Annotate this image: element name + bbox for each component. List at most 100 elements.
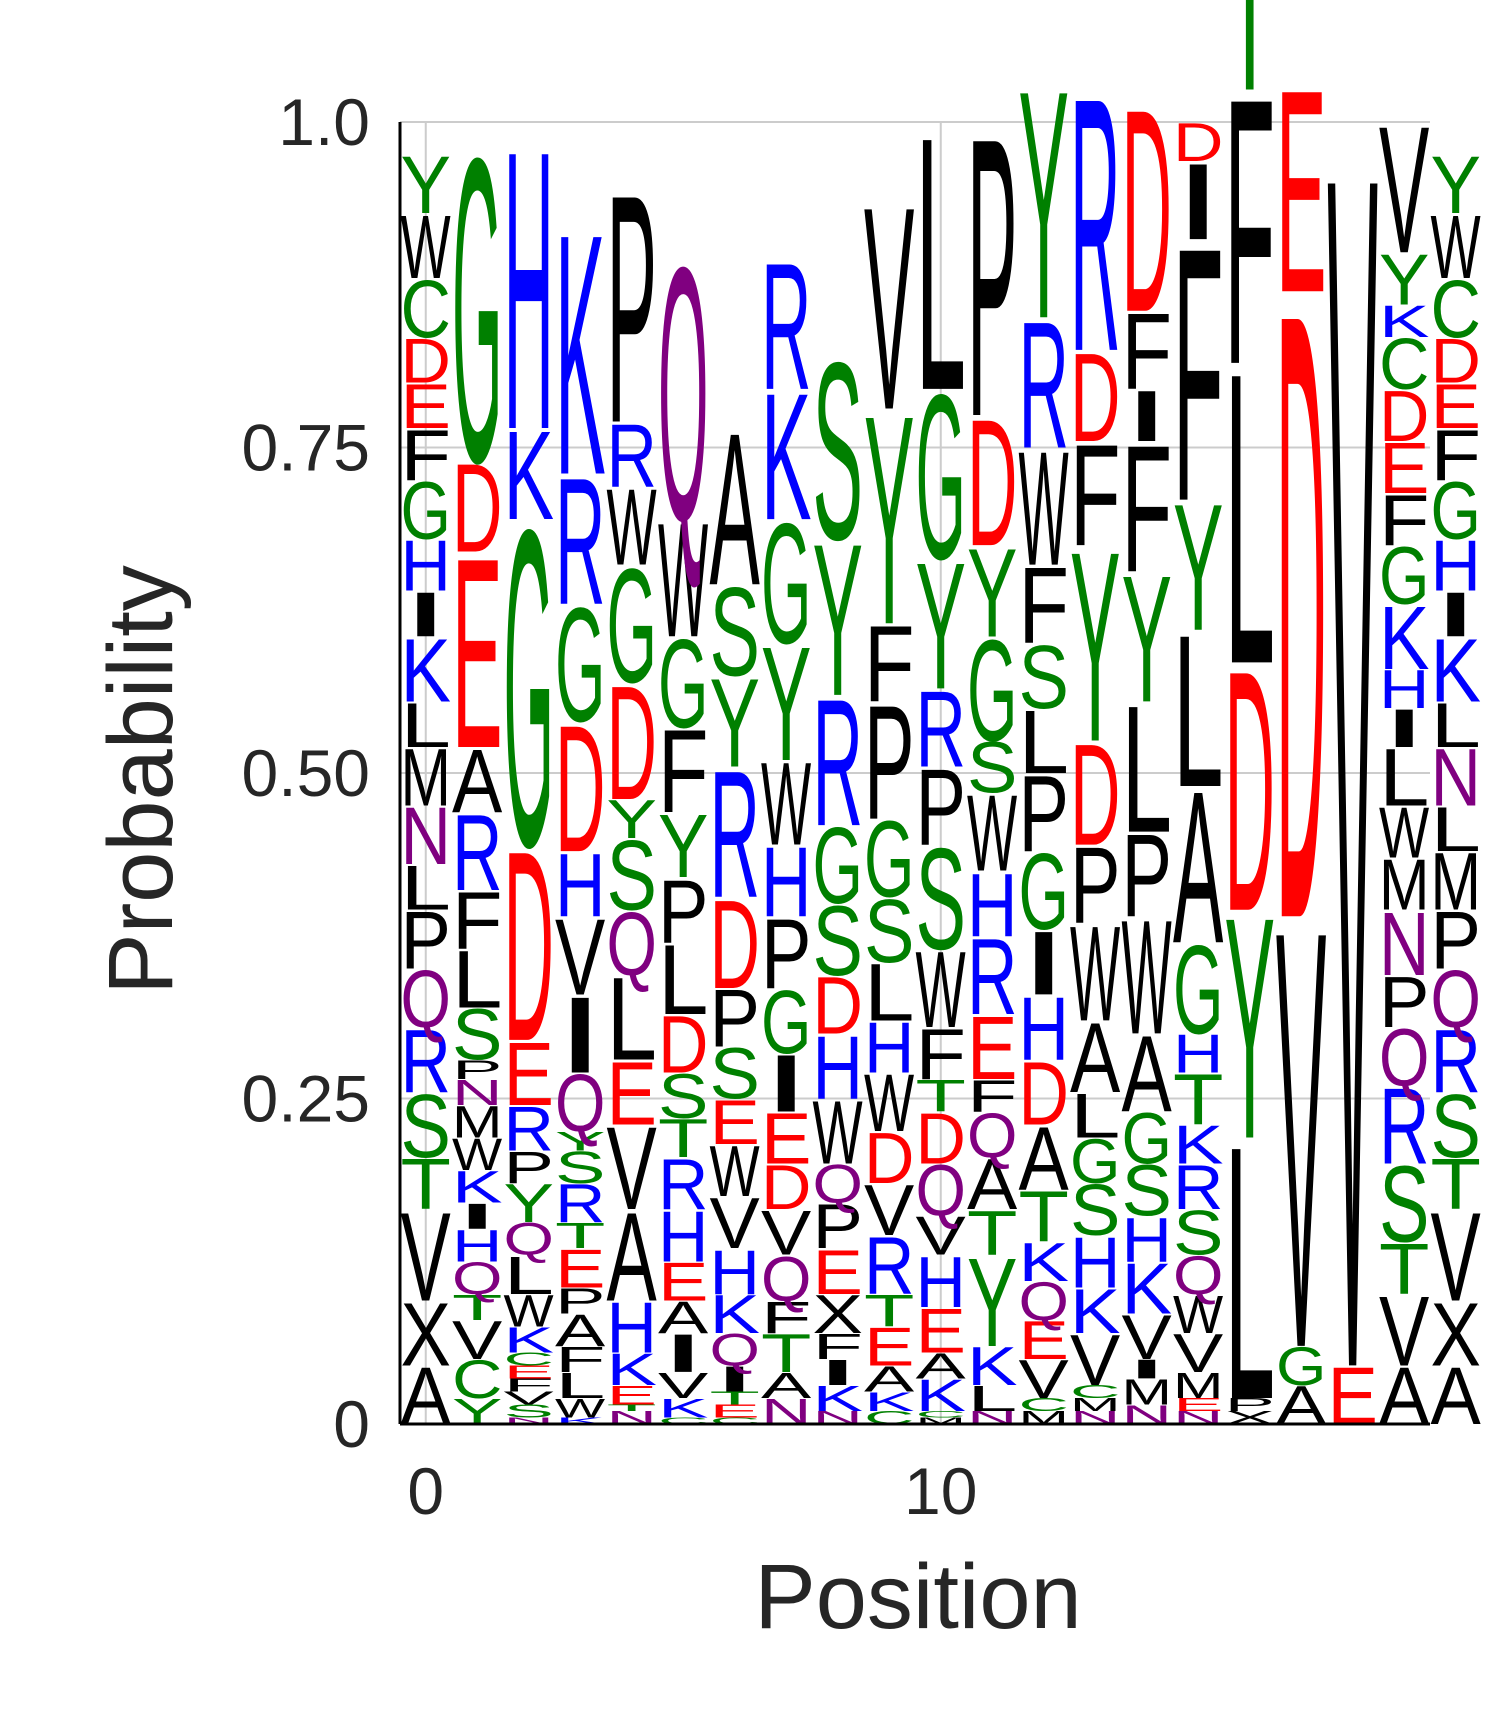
logo-letter-p20-21: Y: [1431, 140, 1481, 231]
logo-letter-p13-16: R: [1070, 24, 1120, 428]
logo-letter-p5-11: L: [658, 925, 708, 1036]
logo-letter-p11-9: R: [967, 916, 1017, 1037]
logo-letter-p1-4: Q: [452, 1253, 502, 1304]
logo-letter-p20-3: T: [1431, 1145, 1481, 1225]
logo-letter-p6-6: H: [710, 1238, 760, 1308]
logo-letter-p3-6: E: [555, 1238, 605, 1299]
logo-letter-p9-10: L: [864, 948, 914, 1039]
logo-letter-p0-16: F: [401, 416, 451, 496]
logo-stacks: AXVTSRQPLNMLKIHGFEDCWYYCVTQHIKWMNPSLFRAE…: [401, 0, 1482, 1714]
logo-letter-p0-12: K: [401, 620, 451, 721]
logo-letter-p4-15: R: [607, 406, 657, 507]
logo-letter-p20-10: N: [1431, 733, 1481, 824]
logo-letter-p2-7: W: [504, 1286, 555, 1336]
logo-letter-p12-3: E: [1019, 1309, 1069, 1370]
logo-letter-p10-9: T: [916, 1071, 966, 1121]
y-tick-label-1: 0.25: [242, 1062, 370, 1136]
logo-letter-p7-5: V: [761, 1197, 812, 1268]
logo-letter-p7-8: I: [761, 1038, 811, 1129]
logo-letter-p6-11: P: [710, 973, 760, 1064]
logo-letter-p14-10: P: [1122, 810, 1172, 941]
logo-letter-p12-16: W: [1019, 417, 1069, 600]
logo-letter-p4-4: H: [607, 1288, 657, 1368]
logo-letter-p2-12: R: [504, 1095, 554, 1165]
logo-letter-p2-11: P: [504, 1143, 554, 1193]
logo-letter-p8-13: R: [813, 663, 863, 865]
logo-letter-p10-1: C: [916, 1409, 966, 1419]
logo-letter-p20-11: L: [1431, 690, 1481, 761]
logo-letter-p13-15: D: [1070, 326, 1120, 468]
logo-letter-p11-10: H: [967, 855, 1017, 956]
logo-letter-p5-15: G: [658, 614, 708, 755]
y-tick-label-3: 0.75: [242, 411, 370, 485]
logo-letter-p12-14: S: [1019, 627, 1069, 728]
logo-letter-p11-2: K: [967, 1335, 1018, 1396]
logo-letter-p0-0: A: [401, 1350, 452, 1441]
logo-letter-p2-15: G: [504, 437, 554, 941]
logo-letter-p20-18: D: [1431, 326, 1481, 396]
logo-letter-p20-16: F: [1431, 416, 1481, 496]
logo-letter-p11-16: P: [967, 55, 1017, 500]
logo-letter-p19-19: K: [1379, 297, 1429, 347]
logo-letter-p0-1: X: [401, 1284, 451, 1385]
logo-letter-p19-7: N: [1379, 894, 1429, 995]
logo-letter-p0-19: C: [401, 264, 451, 355]
logo-letter-p9-4: T: [864, 1286, 914, 1336]
logo-letter-p5-16: W: [658, 488, 708, 671]
logo-letter-p15-17: D: [1173, 112, 1223, 173]
logo-letter-p19-15: F: [1379, 481, 1429, 561]
logo-letter-p4-14: W: [607, 468, 657, 589]
logo-letter-p8-3: F: [813, 1326, 863, 1367]
logo-letter-p1-5: H: [452, 1221, 502, 1271]
logo-letter-p3-9: S: [555, 1143, 605, 1193]
logo-letter-p14-4: K: [1122, 1248, 1172, 1329]
logo-letter-p14-16: D: [1122, 48, 1172, 372]
logo-letter-p19-9: W: [1379, 794, 1429, 874]
logo-letter-p14-13: F: [1122, 408, 1172, 610]
logo-letter-p8-2: I: [813, 1352, 863, 1393]
logo-letter-p6-1: E: [710, 1401, 760, 1421]
logo-letter-p6-3: I: [710, 1359, 760, 1400]
logo-letter-p15-14: Y: [1173, 468, 1223, 669]
logo-letter-p20-12: K: [1431, 620, 1481, 721]
logo-letter-p16-3: Y: [1225, 851, 1275, 1204]
logo-letter-p5-7: R: [658, 1145, 708, 1225]
logo-letter-p15-1: E: [1173, 1395, 1223, 1415]
logo-letter-p4-11: Y: [607, 789, 657, 850]
logo-letter-p19-14: G: [1379, 530, 1429, 622]
logo-letter-p8-11: S: [813, 885, 863, 996]
logo-letter-p14-9: W: [1122, 886, 1172, 1069]
logo-letter-p1-15: R: [452, 793, 502, 914]
logo-letter-p7-10: P: [761, 898, 811, 1009]
logo-letter-p14-11: L: [1122, 669, 1172, 871]
logo-letter-p5-8: T: [658, 1108, 708, 1169]
logo-letter-p5-5: E: [658, 1251, 708, 1312]
logo-letter-p16-7: T: [1225, 0, 1275, 128]
logo-letter-p7-2: T: [761, 1323, 811, 1384]
logo-letter-p5-3: I: [658, 1323, 708, 1383]
logo-letter-p0-21: Y: [401, 140, 451, 231]
logo-letter-p10-0: M: [916, 1416, 966, 1426]
logo-letter-p1-3: T: [452, 1287, 502, 1328]
logo-letter-p10-5: H: [916, 1243, 966, 1323]
logo-letter-p2-17: H: [504, 67, 554, 513]
logo-letter-p0-11: L: [401, 690, 451, 761]
logo-letter-p10-15: Y: [916, 527, 966, 728]
logo-letter-p3-4: A: [555, 1306, 606, 1356]
logo-letter-p3-16: G: [555, 575, 605, 756]
logo-letter-p15-16: I: [1173, 141, 1223, 262]
logo-letter-p8-7: Q: [813, 1154, 863, 1215]
logo-letter-p20-15: G: [1431, 465, 1481, 557]
logo-letter-p0-5: R: [401, 1011, 451, 1112]
logo-letter-p1-7: K: [452, 1163, 502, 1213]
logo-letter-p9-9: H: [864, 1008, 914, 1088]
logo-letter-p9-15: Y: [864, 355, 914, 688]
logo-letter-p13-7: G: [1070, 1126, 1120, 1197]
logo-letter-p15-8: K: [1173, 1114, 1224, 1175]
logo-letter-p13-8: L: [1070, 1080, 1120, 1151]
axes: 0 0.25 0.50 0.75 1.0 0 10: [242, 85, 1430, 1528]
logo-letter-p14-2: I: [1122, 1354, 1172, 1385]
logo-letter-p9-5: R: [864, 1221, 914, 1312]
logo-letter-p12-5: K: [1019, 1231, 1070, 1292]
logo-letter-p13-2: C: [1070, 1382, 1120, 1402]
